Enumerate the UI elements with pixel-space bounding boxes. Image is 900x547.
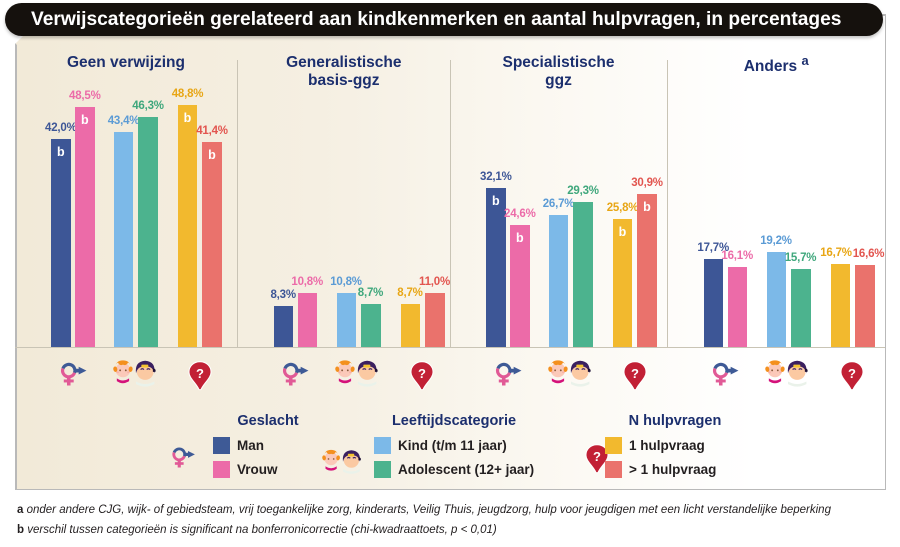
svg-text:?: ?: [631, 366, 639, 381]
svg-text:?: ?: [848, 366, 856, 381]
svg-text:?: ?: [196, 366, 204, 381]
svg-text:?: ?: [593, 449, 601, 464]
svg-text:?: ?: [418, 366, 426, 381]
